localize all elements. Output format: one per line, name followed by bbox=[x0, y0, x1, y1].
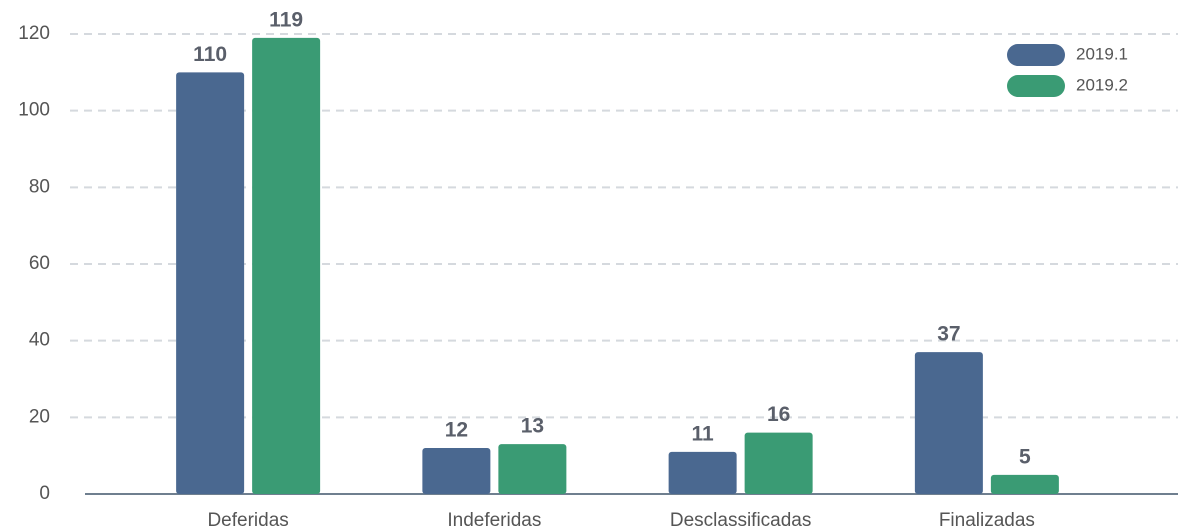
bar bbox=[744, 432, 813, 494]
x-tick-label: Finalizadas bbox=[939, 510, 1035, 530]
value-label: 119 bbox=[269, 8, 303, 31]
value-label: 37 bbox=[937, 323, 960, 346]
value-label: 110 bbox=[193, 43, 227, 66]
bar bbox=[498, 444, 567, 494]
y-tick-label: 60 bbox=[29, 253, 50, 274]
y-tick-label: 80 bbox=[29, 176, 50, 197]
legend-swatch bbox=[1007, 75, 1065, 97]
bar bbox=[990, 474, 1059, 494]
y-tick-label: 100 bbox=[18, 100, 50, 121]
value-label: 5 bbox=[1019, 445, 1031, 468]
x-tick-label: Indeferidas bbox=[447, 510, 541, 530]
bar bbox=[668, 451, 737, 494]
y-tick-label: 120 bbox=[18, 23, 50, 44]
legend-label: 2019.1 bbox=[1076, 44, 1128, 63]
value-label: 13 bbox=[521, 415, 544, 438]
y-tick-label: 20 bbox=[29, 406, 50, 427]
y-tick-label: 40 bbox=[29, 330, 50, 351]
value-label: 11 bbox=[692, 422, 715, 445]
value-label: 16 bbox=[767, 403, 790, 426]
bar bbox=[252, 37, 321, 494]
x-tick-label: Deferidas bbox=[207, 510, 288, 530]
legend-swatch bbox=[1007, 44, 1065, 66]
bar bbox=[914, 352, 983, 494]
value-label: 12 bbox=[445, 419, 468, 442]
y-tick-label: 0 bbox=[39, 483, 50, 504]
bar bbox=[422, 448, 491, 494]
bar bbox=[176, 72, 245, 494]
legend-label: 2019.2 bbox=[1076, 75, 1128, 94]
x-tick-label: Desclassificadas bbox=[670, 510, 812, 530]
